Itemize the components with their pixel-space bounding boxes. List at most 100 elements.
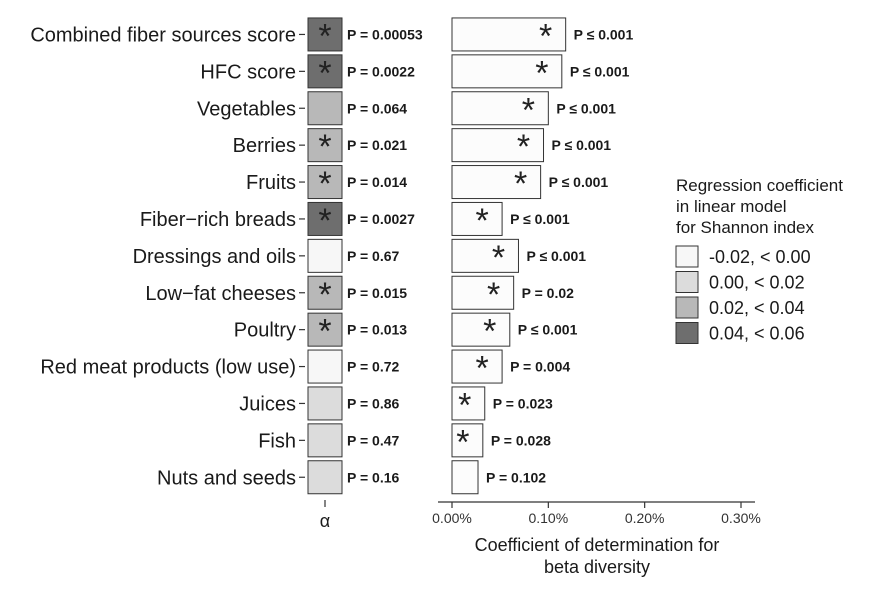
beta-bar	[451, 386, 486, 421]
alpha-cell	[307, 54, 343, 89]
category-labels: Combined fiber sources score HFC score Veg…	[30, 24, 305, 489]
significance-marker: *	[318, 165, 331, 203]
alpha-cell	[307, 238, 343, 273]
alpha-p-label: P = 0.72	[347, 359, 400, 375]
category-label: Poultry	[234, 320, 296, 342]
alpha-cell	[307, 423, 343, 458]
beta-bar	[451, 349, 503, 384]
legend-title: for Shannon index	[676, 218, 814, 237]
beta-p-label: P ≤ 0.001	[552, 137, 612, 153]
beta-p-label: P = 0.102	[486, 469, 546, 485]
alpha-p-label: P = 0.021	[347, 137, 407, 153]
category-label: Fruits	[246, 172, 296, 194]
beta-x-axis-title: beta diversity	[544, 557, 650, 577]
category-label: Red meat products (low use)	[40, 357, 296, 379]
significance-marker: *	[318, 17, 331, 55]
significance-marker: *	[475, 350, 488, 388]
alpha-cell	[307, 349, 343, 384]
alpha-cell	[307, 201, 343, 236]
beta-bar	[451, 17, 567, 52]
legend-title: in linear model	[676, 197, 787, 216]
significance-marker: *	[318, 313, 331, 351]
beta-x-tick-label: 0.20%	[625, 510, 665, 526]
significance-marker: *	[318, 276, 331, 314]
alpha-diversity-panel: * P = 0.00053 * P = 0.0022 P = 0.064 * P = 0.0…	[307, 17, 423, 531]
beta-x-axis-title: Coefficient of determination for	[475, 535, 720, 555]
significance-marker: *	[483, 313, 496, 351]
alpha-cell	[307, 17, 343, 52]
alpha-p-label: P = 0.014	[347, 174, 407, 190]
beta-x-tick-label: 0.30%	[721, 510, 761, 526]
beta-p-label: P ≤ 0.001	[518, 322, 578, 338]
alpha-cell	[307, 460, 343, 495]
beta-bar	[451, 128, 545, 163]
alpha-p-label: P = 0.0022	[347, 63, 415, 79]
beta-bar	[451, 312, 511, 347]
legend-label: 0.04, < 0.06	[709, 324, 805, 344]
alpha-p-label: P = 0.0027	[347, 211, 415, 227]
significance-marker: *	[487, 276, 500, 314]
beta-bar	[451, 91, 549, 126]
beta-p-label: P ≤ 0.001	[526, 248, 586, 264]
beta-p-label: P ≤ 0.001	[549, 174, 609, 190]
beta-bar	[451, 275, 515, 310]
beta-bar	[451, 460, 479, 495]
beta-bar	[451, 54, 563, 89]
beta-p-label: P ≤ 0.001	[574, 26, 634, 42]
significance-marker: *	[458, 386, 471, 424]
significance-marker: *	[492, 239, 505, 277]
alpha-cell	[307, 275, 343, 310]
alpha-cell	[307, 386, 343, 421]
beta-x-tick-label: 0.10%	[528, 510, 568, 526]
legend-swatch	[675, 245, 699, 268]
significance-marker: *	[475, 202, 488, 240]
category-label: Dressings and oils	[133, 246, 296, 268]
alpha-p-label: P = 0.67	[347, 248, 400, 264]
beta-p-label: P = 0.004	[510, 359, 570, 375]
alpha-p-label: P = 0.015	[347, 285, 407, 301]
legend-swatch	[675, 322, 699, 344]
category-label: Juices	[239, 393, 296, 415]
legend: Regression coefficient in linear model for…	[675, 176, 843, 344]
legend-label: 0.02, < 0.04	[709, 298, 805, 318]
significance-marker: *	[318, 128, 331, 166]
category-label: Berries	[233, 135, 296, 157]
category-label: Combined fiber sources score	[30, 24, 296, 46]
beta-bar	[451, 423, 484, 458]
alpha-p-label: P = 0.013	[347, 322, 407, 338]
legend-swatch	[675, 271, 699, 293]
legend-swatch	[675, 296, 699, 319]
category-label: Nuts and seeds	[157, 467, 296, 489]
alpha-cell	[307, 165, 343, 200]
beta-p-label: P = 0.02	[522, 285, 575, 301]
alpha-p-label: P = 0.064	[347, 100, 407, 116]
beta-p-label: P = 0.028	[491, 432, 551, 448]
category-label: Fiber−rich breads	[140, 209, 296, 231]
category-label: Fish	[258, 430, 296, 452]
alpha-p-label: P = 0.16	[347, 469, 400, 485]
alpha-p-label: P = 0.86	[347, 395, 400, 411]
beta-bar	[451, 238, 519, 273]
legend-title: Regression coefficient	[676, 176, 843, 195]
beta-p-label: P ≤ 0.001	[556, 100, 616, 116]
legend-label: 0.00, < 0.02	[709, 273, 805, 293]
beta-p-label: P = 0.023	[493, 395, 553, 411]
significance-marker: *	[522, 91, 535, 129]
beta-x-tick-label: 0.00%	[432, 510, 472, 526]
beta-bar	[451, 201, 503, 236]
significance-marker: *	[456, 423, 469, 461]
beta-p-label: P ≤ 0.001	[570, 63, 630, 79]
beta-diversity-panel: * P ≤ 0.001 * P ≤ 0.001 * P ≤ 0.001 * P ≤ 0.001…	[432, 17, 761, 577]
alpha-axis-label: α	[320, 511, 330, 531]
alpha-cell	[307, 128, 343, 163]
significance-marker: *	[539, 17, 552, 55]
significance-marker: *	[517, 128, 530, 166]
significance-marker: *	[535, 54, 548, 92]
significance-marker: *	[514, 165, 527, 203]
beta-p-label: P ≤ 0.001	[510, 211, 570, 227]
alpha-p-label: P = 0.47	[347, 432, 400, 448]
category-label: HFC score	[200, 61, 296, 83]
alpha-cell	[307, 91, 343, 126]
legend-label: -0.02, < 0.00	[709, 247, 811, 267]
